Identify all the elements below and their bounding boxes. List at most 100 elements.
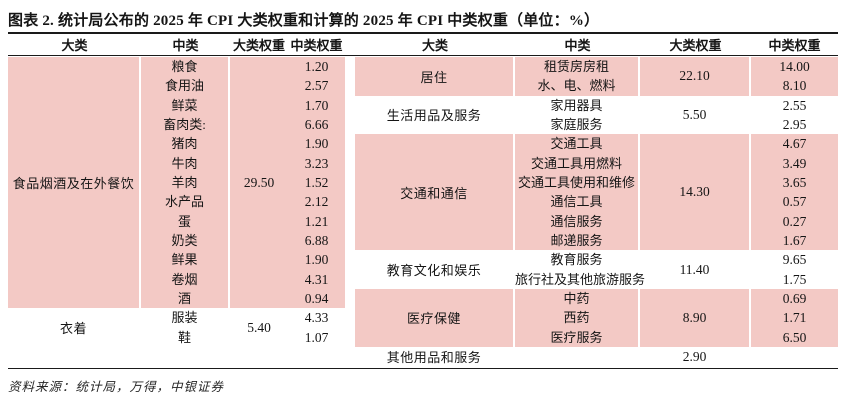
middle-category-label: 鞋 — [177, 329, 191, 345]
left-weights-table: 食品烟酒及在外餐饮 粮食 食用油 鲜菜 畜肉类: 猪肉 牛肉 羊肉 水产品蛋奶类 鲜果 卷烟酒 29.… — [8, 57, 345, 347]
header-middle-left: 中类 — [172, 38, 199, 53]
middle-weight-value: 8.10 — [782, 78, 807, 94]
middle-weight-value: 1.90 — [304, 252, 329, 268]
middle-weight-column: 4.67 3.49 3.65 0.57 0.27 1.67 — [751, 134, 838, 250]
column-header-row: 大类 中类 大类权重 中类权重 大类 中类 大类权重 中类权重 — [8, 37, 838, 54]
middle-weight-column: 14.00 8.10 — [751, 57, 838, 96]
middle-category-label: 蛋 — [177, 213, 191, 229]
middle-category-label: 家用器具 — [550, 97, 603, 113]
middle-category-label: 教育服务 — [550, 252, 603, 268]
major-weight-cell: 5.40 — [247, 319, 271, 335]
middle-category-label: 租赁房房租 — [543, 59, 609, 74]
major-category-cell: 居住 — [355, 57, 515, 96]
middle-weight-value: 4.33 — [304, 310, 329, 326]
header-major-left: 大类 — [61, 38, 88, 53]
middle-weight-value: 0.69 — [782, 290, 807, 306]
middle-weight-value: 9.65 — [782, 252, 807, 268]
major-category-cell: 其他用品和服务 — [355, 346, 515, 367]
middle-category-label: 牛肉 — [171, 155, 198, 171]
middle-category-column — [515, 346, 640, 367]
middle-category-label: 食用油 — [164, 78, 204, 94]
middle-category-column: 粮食 食用油 鲜菜 畜肉类: 猪肉 牛肉 羊肉 水产品蛋奶类 鲜果 卷烟酒 — [141, 57, 230, 309]
middle-category-label: 奶类 — [171, 232, 198, 248]
middle-weight-value: 1.52 — [304, 174, 329, 190]
middle-weight-value: 1.75 — [782, 271, 807, 287]
header-middle-weight-right: 中类权重 — [768, 38, 821, 53]
middle-weight-value: 4.31 — [304, 271, 329, 287]
header-rule — [8, 54, 838, 57]
category-section: 居住 租赁房房租 水、电、燃料 22.10 14.00 8.10 — [355, 57, 838, 96]
middle-category-column: 教育服务旅行社及其他旅游服务 — [515, 250, 646, 289]
middle-category-label: 交通工具用燃料 — [530, 155, 622, 171]
middle-category-column: 租赁房房租水、电、燃料 — [515, 57, 640, 96]
middle-weight-column: 1.20 2.57 1.70 6.66 1.90 3.23 1.52 2.12 1.21 6.88… — [288, 57, 345, 308]
middle-weight-column — [751, 347, 838, 366]
header-middle-right: 中类 — [564, 38, 591, 53]
middle-category-column: 服装鞋 — [141, 308, 230, 347]
title-rule — [8, 32, 838, 34]
middle-weight-value: 3.49 — [782, 155, 807, 171]
middle-category-label: 鲜菜 — [171, 97, 198, 113]
middle-category-label: 医疗服务 — [550, 329, 603, 345]
major-category-cell: 医疗保健 — [355, 288, 515, 347]
right-weights-table: 居住 租赁房房租 水、电、燃料 22.10 14.00 8.10 生活用品及服务 家用器具 家庭… — [355, 57, 838, 367]
middle-weight-value: 14.00 — [779, 59, 810, 74]
middle-category-label: 西药 — [563, 310, 590, 326]
category-section: 生活用品及服务 家用器具 家庭服务 5.50 2.55 2.95 — [355, 95, 838, 135]
table-gap — [345, 37, 355, 54]
middle-weight-value: 1.07 — [304, 329, 329, 345]
middle-category-column: 交通工具 交通工具用燃料 交通工具使用和维修 通信工具 通信服务 邮递服务 — [515, 134, 640, 251]
source-note: 资料来源：统计局，万得，中银证券 — [8, 380, 225, 394]
middle-weight-value: 3.23 — [304, 155, 329, 171]
middle-weight-value: 1.21 — [304, 213, 329, 229]
middle-category-label: 邮递服务 — [550, 232, 603, 248]
middle-weight-value: 6.66 — [304, 116, 329, 132]
middle-category-label: 猪肉 — [171, 136, 198, 152]
middle-category-label: 酒 — [177, 290, 191, 306]
category-section: 医疗保健 中药 西药 医疗服务 8.90 0.69 1.71 6.50 — [355, 288, 838, 347]
middle-weight-value: 6.88 — [304, 232, 329, 248]
middle-category-label: 畜肉类: — [163, 116, 206, 132]
category-section: 交通和通信 交通工具 交通工具用燃料 交通工具使用和维修 通信工具 通信服务 邮递服务 14.… — [355, 134, 838, 251]
header-middle-weight-left: 中类权重 — [290, 38, 343, 53]
major-category-cell: 食品烟酒及在外餐饮 — [8, 57, 141, 309]
major-weight-cell: 11.40 — [640, 250, 751, 289]
major-weight-cell: 29.50 — [243, 174, 275, 190]
middle-category-label: 卷烟 — [171, 271, 198, 287]
middle-category-label: 鲜果 — [171, 252, 198, 268]
figure-title: 图表 2. 统计局公布的 2025 年 CPI 大类权重和计算的 2025 年 … — [8, 13, 600, 29]
middle-weight-value: 1.67 — [782, 232, 807, 248]
middle-weight-value: 2.55 — [782, 97, 807, 113]
middle-category-label: 家庭服务 — [550, 116, 603, 132]
category-section: 食品烟酒及在外餐饮 粮食 食用油 鲜菜 畜肉类: 猪肉 牛肉 羊肉 水产品蛋奶类 鲜果 卷烟酒 29.… — [8, 57, 345, 309]
major-category-cell: 衣着 — [8, 308, 141, 347]
middle-weight-column: 9.65 1.75 — [751, 250, 838, 289]
major-weight-cell: 5.50 — [640, 95, 751, 135]
middle-weight-value: 2.12 — [304, 194, 329, 210]
middle-category-label: 水、电、燃料 — [537, 78, 616, 94]
middle-category-label: 通信服务 — [550, 213, 603, 229]
major-category-cell: 生活用品及服务 — [355, 95, 515, 135]
major-weight-cell: 14.30 — [640, 134, 751, 251]
middle-category-label: 旅行社及其他旅游服务 — [515, 271, 646, 287]
major-weight-cell: 8.90 — [640, 288, 751, 347]
middle-category-column: 中药 西药 医疗服务 — [515, 288, 640, 347]
middle-weight-value: 0.57 — [782, 194, 807, 210]
middle-category-label: 服装 — [171, 310, 198, 326]
category-section: 教育文化和娱乐 教育服务 旅行社及其他旅游服务 11.40 9.65 1.75 — [355, 250, 838, 289]
middle-category-label: 中药 — [563, 290, 590, 306]
middle-weight-value: 3.65 — [782, 174, 807, 190]
header-major-right: 大类 — [421, 38, 448, 53]
middle-weight-value: 1.20 — [304, 59, 329, 74]
major-category-cell: 交通和通信 — [355, 134, 515, 251]
major-category-cell: 教育文化和娱乐 — [355, 250, 515, 289]
middle-weight-column: 0.69 1.71 6.50 — [751, 289, 838, 347]
middle-weight-value: 2.57 — [304, 78, 329, 94]
middle-weight-value: 1.90 — [304, 136, 329, 152]
middle-weight-value: 2.95 — [782, 116, 807, 132]
middle-weight-value: 1.70 — [304, 97, 329, 113]
middle-category-label: 羊肉 — [171, 174, 198, 190]
category-section: 其他用品和服务 2.90 — [355, 346, 838, 367]
middle-category-column: 家用器具 家庭服务 — [515, 95, 640, 135]
